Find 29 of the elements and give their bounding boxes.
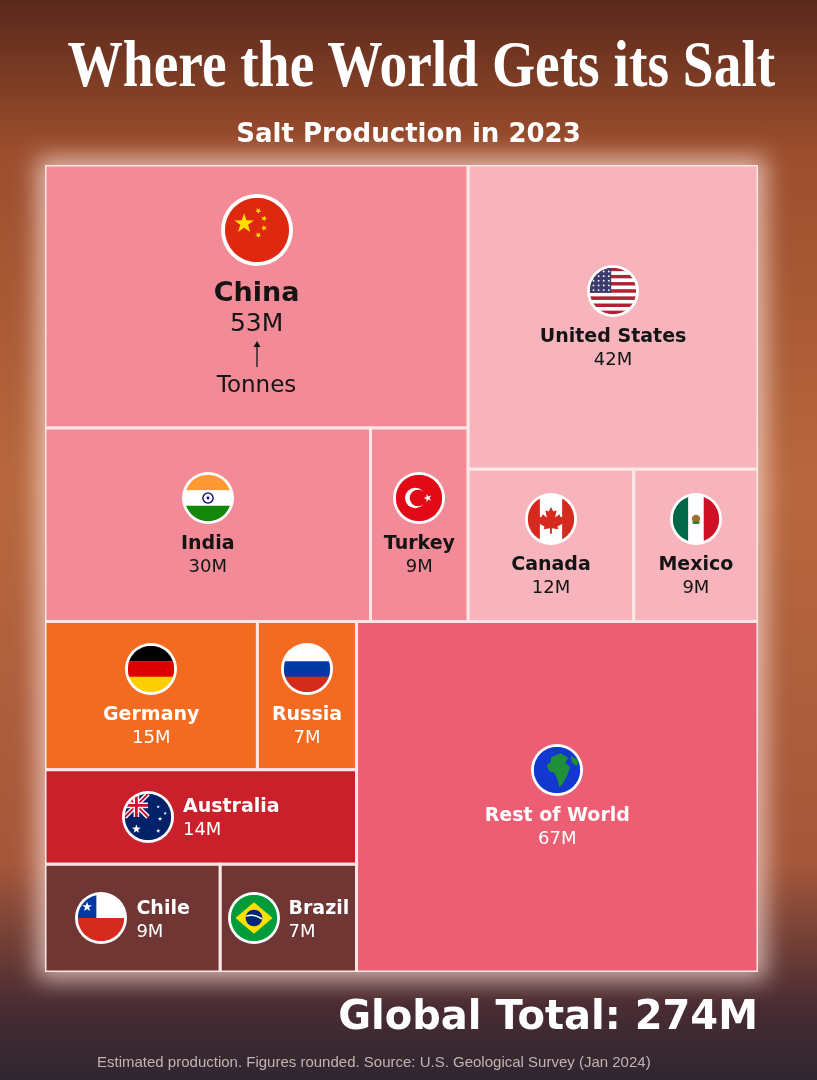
data-label: 9M bbox=[682, 574, 710, 598]
category-label: Russia bbox=[271, 701, 343, 726]
category-label: Canada bbox=[511, 550, 591, 575]
category-label: Australia bbox=[182, 793, 280, 818]
text: Tonnes bbox=[216, 370, 297, 399]
category-label: Turkey bbox=[383, 530, 455, 555]
data-label: 12M bbox=[531, 574, 571, 598]
text: Estimated production. Figures rounded. Source: U.S. Geological Survey (Jan 2024) bbox=[97, 1053, 651, 1070]
category-label: Rest of World bbox=[484, 802, 630, 827]
data-label: 30M bbox=[188, 554, 227, 578]
data-label: 9M bbox=[405, 554, 433, 578]
data-label: 67M bbox=[538, 826, 577, 850]
category-label: Chile bbox=[136, 894, 190, 919]
data-label: 14M bbox=[182, 817, 222, 841]
data-label: 7M bbox=[288, 918, 316, 942]
category-label: China bbox=[213, 276, 300, 309]
category-label: Germany bbox=[103, 701, 200, 726]
category-label: Brazil bbox=[288, 894, 350, 919]
text: Salt Production in 2023 bbox=[236, 118, 581, 148]
data-label: 15M bbox=[131, 725, 171, 749]
category-label: India bbox=[181, 530, 235, 555]
data-label: 7M bbox=[293, 725, 321, 749]
data-label: 42M bbox=[593, 346, 633, 370]
data-label: 53M bbox=[229, 308, 284, 339]
data-label: 9M bbox=[136, 918, 164, 942]
category-label: Mexico bbox=[658, 550, 734, 575]
text: Where the World Gets its Salt bbox=[67, 27, 776, 100]
category-label: United States bbox=[539, 322, 687, 347]
text: Global Total: 274M bbox=[338, 992, 758, 1038]
